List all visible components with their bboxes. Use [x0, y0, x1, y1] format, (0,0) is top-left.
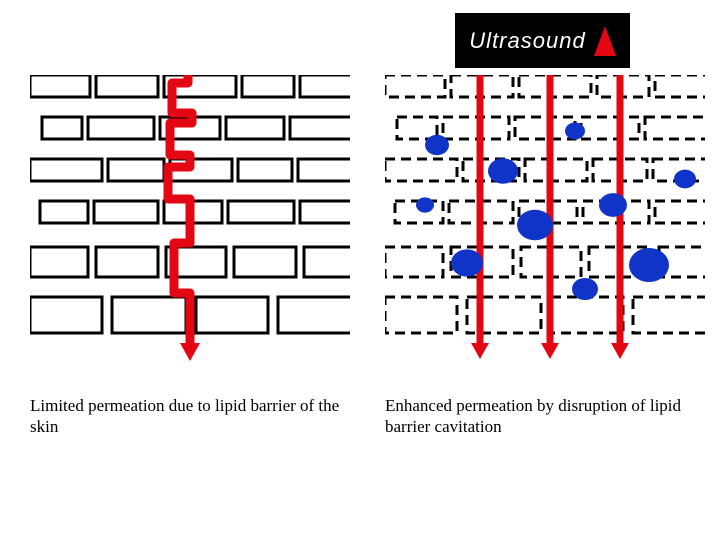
ultrasound-label-box: Ultrasound	[455, 13, 630, 68]
left-caption: Limited permeation due to lipid barrier …	[30, 395, 350, 438]
left-panel	[30, 75, 350, 355]
left-diagram	[30, 75, 350, 375]
right-caption: Enhanced permeation by disruption of lip…	[385, 395, 705, 438]
right-diagram	[385, 75, 705, 375]
right-panel: Ultrasound	[385, 75, 705, 355]
ultrasound-cone-icon	[594, 26, 616, 56]
ultrasound-label: Ultrasound	[469, 28, 585, 54]
